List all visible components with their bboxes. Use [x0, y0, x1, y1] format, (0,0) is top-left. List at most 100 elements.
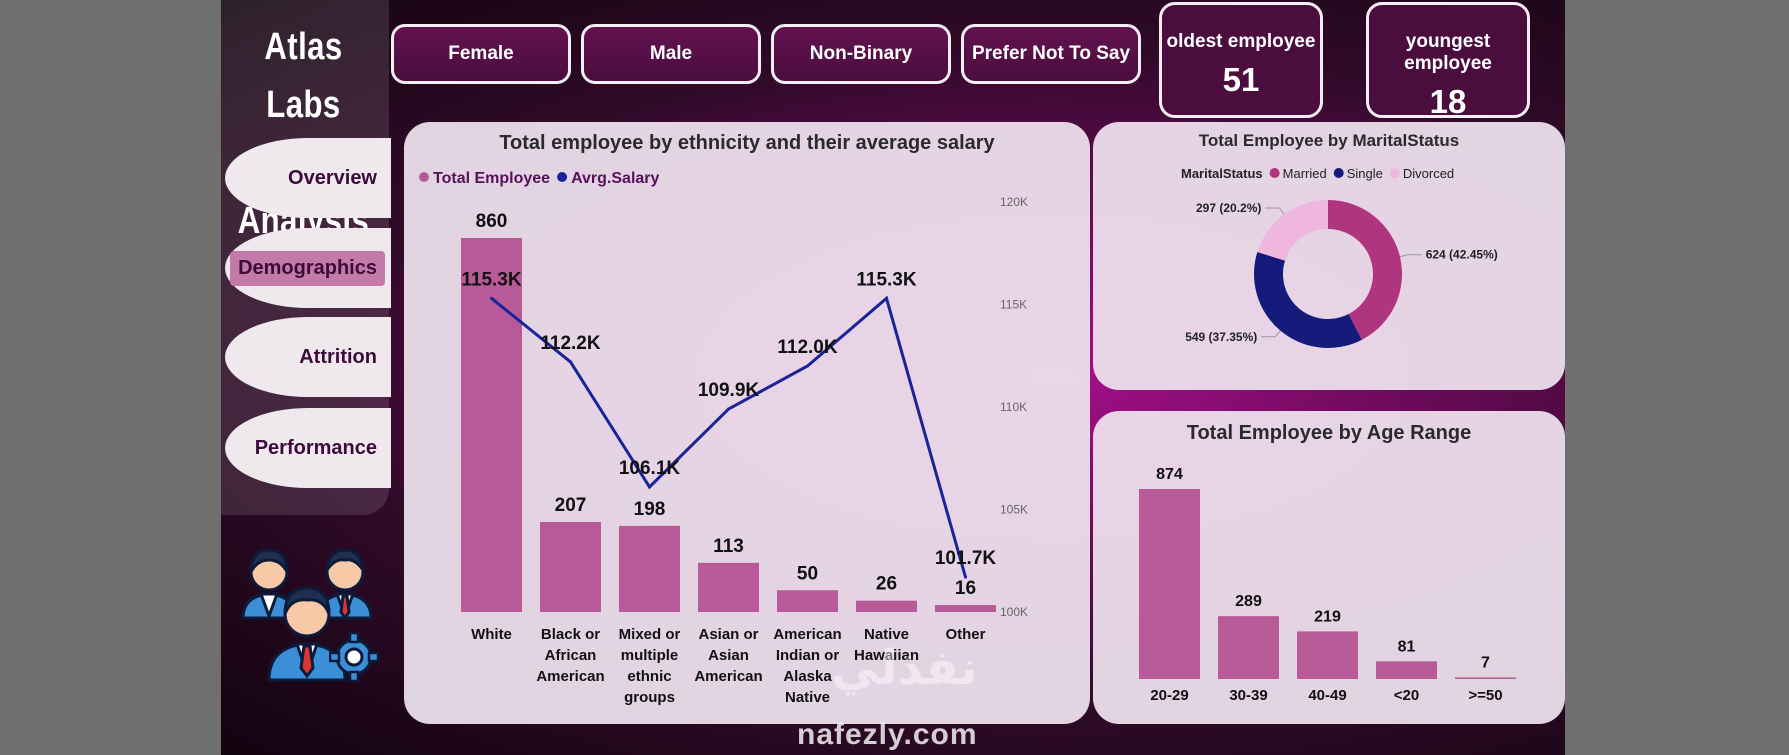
watermark-arabic: نفذلي	[831, 640, 978, 696]
kpi-oldest-label: oldest employee	[1166, 31, 1316, 52]
salary-point-6[interactable]	[964, 575, 967, 579]
salary-point-5[interactable]	[885, 296, 888, 300]
bar-label-5: 26	[876, 574, 897, 595]
slice-leader-married	[1399, 254, 1422, 258]
slice-leader-divorced	[1265, 207, 1285, 215]
category-label-1-1: African	[545, 647, 597, 664]
slice-divorced[interactable]	[1257, 200, 1328, 261]
bar-ethnicity-2[interactable]	[619, 525, 680, 612]
bar-age-0[interactable]	[1139, 489, 1200, 679]
legend-marker-1	[557, 172, 568, 182]
filter-prefer-not-button[interactable]: Prefer Not To Say	[961, 24, 1141, 84]
filter-female-label: Female	[448, 43, 514, 64]
salary-label-3: 109.9K	[698, 380, 760, 401]
legend-label-divorced: Divorced	[1403, 166, 1454, 181]
slice-label-married: 624 (42.45%)	[1426, 248, 1498, 262]
filter-nonbinary-label: Non-Binary	[809, 43, 913, 64]
salary-label-5: 115.3K	[856, 269, 916, 290]
salary-label-0: 115.3K	[461, 269, 521, 290]
age-category-2: 40-49	[1308, 687, 1346, 704]
y-right-tick-2: 110K	[1000, 400, 1027, 414]
bar-label-2: 198	[634, 499, 666, 520]
bar-age-2[interactable]	[1297, 631, 1358, 679]
age-chart: 874 20-29 289 30-39 219 40-49 81 <20 7 >=50	[1139, 466, 1516, 704]
ethnicity-chart: Total Employee Avrg.Salary 120K 115K 110K 105…	[419, 170, 1028, 706]
slice-label-divorced: 297 (20.2%)	[1196, 201, 1261, 215]
salary-point-3[interactable]	[727, 407, 730, 411]
nav-overview[interactable]: Overview	[225, 138, 391, 218]
bar-ethnicity-6[interactable]	[935, 605, 996, 612]
category-label-6-0: Other	[945, 626, 985, 643]
bar-age-4[interactable]	[1455, 677, 1516, 679]
slice-leader-single	[1261, 330, 1281, 338]
legend-label-0: Total Employee	[433, 170, 550, 187]
ethnicity-chart-title: Total employee by ethnicity and their av…	[499, 132, 995, 154]
bar-ethnicity-0[interactable]	[461, 238, 522, 612]
age-bar-label-3: 81	[1398, 638, 1416, 655]
salary-label-2: 106.1K	[619, 458, 681, 479]
marital-chart-panel: Total Employee by MaritalStatus MaritalS…	[1093, 122, 1565, 390]
age-bar-label-0: 874	[1156, 466, 1183, 483]
salary-point-2[interactable]	[648, 485, 651, 489]
filter-nonbinary-button[interactable]: Non-Binary	[771, 24, 951, 84]
nav-demographics-label: Demographics	[230, 250, 385, 286]
legend-marker-single	[1333, 168, 1344, 178]
dashboard: Atlas Labs HR Analysis Overview Demograp…	[221, 0, 1565, 755]
salary-point-1[interactable]	[569, 360, 572, 364]
age-bar-label-1: 289	[1235, 593, 1262, 610]
category-label-2-2: ethnic	[627, 668, 671, 685]
age-bar-label-2: 219	[1314, 608, 1341, 625]
bar-age-3[interactable]	[1376, 661, 1437, 679]
legend-marker-0	[419, 172, 429, 182]
category-label-4-0: American	[773, 626, 841, 643]
nav-performance-label: Performance	[254, 436, 377, 459]
slice-married[interactable]	[1328, 200, 1402, 340]
category-label-5-1: Hawaiian	[854, 647, 919, 664]
kpi-oldest-card: oldest employee 51	[1159, 2, 1323, 118]
salary-label-6: 101.7K	[935, 548, 997, 569]
nav-attrition[interactable]: Attrition	[225, 317, 391, 397]
nav-performance[interactable]: Performance	[225, 408, 391, 488]
category-label-3-0: Asian or	[698, 626, 758, 643]
bar-ethnicity-5[interactable]	[856, 600, 917, 612]
slice-label-single: 549 (37.35%)	[1185, 330, 1257, 344]
age-chart-title: Total Employee by Age Range	[1186, 422, 1472, 444]
y-right-tick-4: 100K	[1000, 605, 1028, 619]
category-label-1-0: Black or	[541, 626, 600, 643]
salary-label-1: 112.2K	[540, 333, 600, 354]
salary-label-4: 112.0K	[777, 337, 837, 358]
ethnicity-chart-panel: Total employee by ethnicity and their av…	[404, 122, 1090, 724]
bar-ethnicity-4[interactable]	[777, 590, 838, 612]
age-bar-label-4: 7	[1481, 654, 1490, 671]
filter-male-button[interactable]: Male	[581, 24, 761, 84]
bar-label-3: 113	[713, 536, 744, 557]
age-category-3: <20	[1394, 687, 1419, 704]
category-label-2-3: groups	[624, 689, 675, 706]
filter-female-button[interactable]: Female	[391, 24, 571, 84]
bar-ethnicity-3[interactable]	[698, 562, 759, 612]
age-category-4: >=50	[1468, 687, 1502, 704]
legend-marker-married	[1269, 168, 1280, 178]
legend-label-1: Avrg.Salary	[571, 170, 659, 187]
slice-single[interactable]	[1254, 252, 1362, 348]
gear-icon	[329, 632, 379, 682]
legend-marker-divorced	[1389, 168, 1400, 178]
nav-demographics[interactable]: Demographics	[225, 228, 391, 308]
age-chart-panel: Total Employee by Age Range 874 20-29 289 3…	[1093, 411, 1565, 724]
y-right-tick-3: 105K	[1000, 503, 1028, 517]
legend-title: MaritalStatus	[1181, 166, 1263, 181]
category-label-5-0: Native	[864, 626, 909, 643]
filter-male-label: Male	[649, 43, 693, 64]
category-label-3-2: American	[694, 668, 762, 685]
category-label-4-3: Native	[785, 689, 830, 706]
kpi-youngest-label: youngest employee	[1404, 31, 1492, 74]
bar-label-0: 860	[476, 211, 508, 232]
category-label-3-1: Asian	[708, 647, 749, 664]
salary-point-4[interactable]	[806, 364, 809, 368]
category-label-1-2: American	[536, 668, 604, 685]
bar-ethnicity-1[interactable]	[540, 521, 601, 612]
bar-age-1[interactable]	[1218, 616, 1279, 679]
category-label-2-1: multiple	[621, 647, 679, 664]
age-category-1: 30-39	[1229, 687, 1267, 704]
salary-point-0[interactable]	[490, 296, 493, 300]
